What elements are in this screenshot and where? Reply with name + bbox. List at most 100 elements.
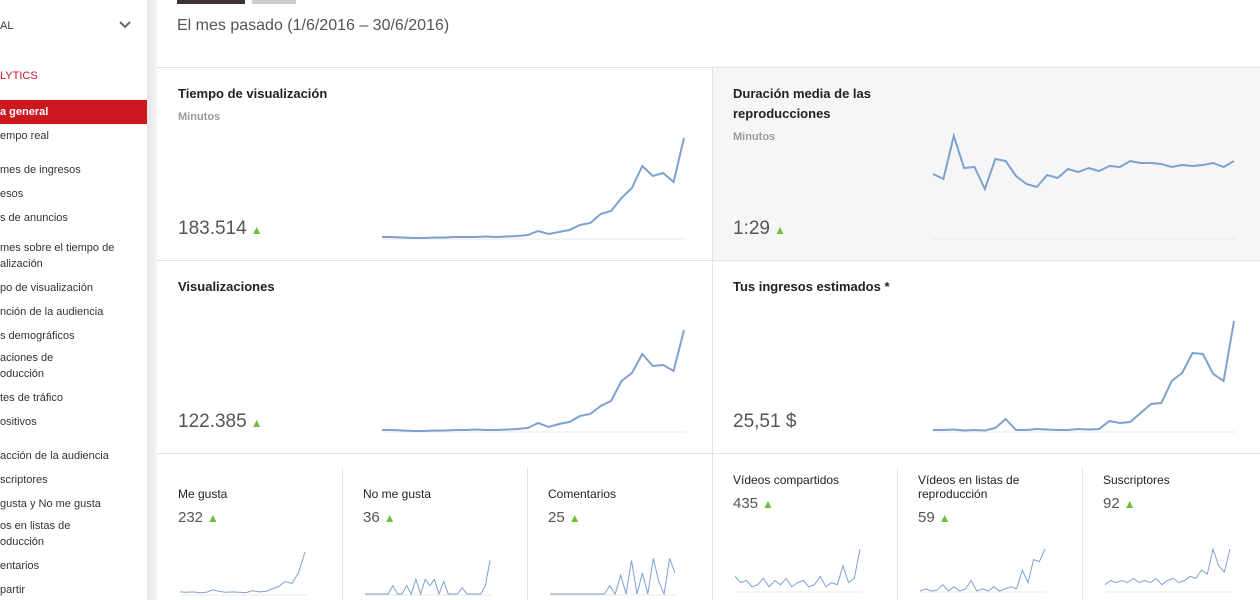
- card-title: Vídeos compartidos: [733, 473, 840, 487]
- chevron[interactable]: [118, 20, 132, 30]
- thumbnail[interactable]: [177, 0, 245, 4]
- nav-item[interactable]: a general: [0, 106, 49, 118]
- card-value: 232 ▲: [178, 509, 219, 526]
- date-range[interactable]: El mes pasado (1/6/2016 – 30/6/2016): [177, 17, 450, 34]
- value-text: 232: [178, 509, 204, 526]
- metric-card[interactable]: [712, 260, 1260, 453]
- trend-line: [382, 137, 685, 239]
- thumbnail[interactable]: [252, 0, 296, 4]
- value-text: 1:29: [733, 218, 770, 239]
- sparkline: [365, 560, 492, 596]
- divider: [342, 468, 343, 600]
- trend-line: [365, 560, 491, 596]
- nav-item[interactable]: esos: [0, 188, 24, 200]
- nav-item[interactable]: oducción: [0, 368, 45, 380]
- value-text: 183.514: [178, 218, 247, 239]
- divider: [897, 468, 898, 600]
- nav-item[interactable]: acción de la audiencia: [0, 450, 109, 462]
- up-arrow: ▲: [1123, 497, 1136, 511]
- nav-item[interactable]: ositivos: [0, 416, 37, 428]
- small-card[interactable]: [897, 453, 1082, 600]
- up-arrow: ▲: [250, 223, 263, 237]
- divider: [1082, 468, 1083, 600]
- card-title: Suscriptores: [1103, 473, 1170, 487]
- card-value: 36 ▲: [363, 509, 396, 526]
- small-card[interactable]: [712, 453, 897, 600]
- nav-item[interactable]: nción de la audiencia: [0, 306, 104, 318]
- divider: [712, 453, 713, 600]
- nav-item[interactable]: entarios: [0, 560, 40, 572]
- channel-label[interactable]: AL: [0, 20, 14, 32]
- metric-card[interactable]: [157, 67, 712, 260]
- card-value: 25 ▲: [548, 509, 581, 526]
- sparkline: [919, 548, 1047, 593]
- trend-line: [734, 548, 861, 588]
- nav-item[interactable]: os en listas de: [0, 520, 71, 532]
- card-value: 435 ▲: [733, 495, 774, 512]
- small-card[interactable]: [1082, 453, 1260, 600]
- trend-line: [382, 329, 685, 432]
- value-text: 25: [548, 509, 565, 526]
- sparkline: [382, 137, 686, 240]
- card-unit: Minutos: [733, 131, 776, 143]
- trend-line: [550, 558, 676, 596]
- card-value: 25,51 $: [733, 411, 796, 433]
- sidebar: AL LYTICS a general empo real mes de ingre…: [0, 0, 147, 600]
- nav-item[interactable]: aciones de: [0, 352, 54, 364]
- nav-item[interactable]: partir: [0, 584, 26, 596]
- card-value: 59 ▲: [918, 509, 951, 526]
- sidebar-edge: [147, 0, 157, 600]
- section-label: LYTICS: [0, 70, 38, 82]
- value-text: 25,51 $: [733, 411, 797, 432]
- card-title: Visualizaciones: [178, 279, 275, 294]
- sparkline: [932, 132, 1236, 240]
- nav-item[interactable]: mes de ingresos: [0, 164, 81, 176]
- trend-line: [933, 320, 1235, 432]
- nav-item[interactable]: empo real: [0, 130, 49, 142]
- sparkline: [933, 320, 1236, 433]
- sparkline: [1104, 547, 1232, 593]
- nav-item[interactable]: tes de tráfico: [0, 392, 63, 404]
- value-text: 435: [733, 495, 759, 512]
- sparkline: [550, 558, 677, 596]
- nav-item[interactable]: s de anuncios: [0, 212, 68, 224]
- trend-line: [919, 548, 1046, 592]
- card-title: Comentarios: [548, 487, 617, 501]
- small-card[interactable]: [527, 453, 712, 600]
- trend-line: [1104, 547, 1231, 586]
- value-text: 122.385: [178, 411, 247, 432]
- card-value: 183.514 ▲: [178, 218, 263, 240]
- nav-item[interactable]: oducción: [0, 536, 45, 548]
- nav-item[interactable]: mes sobre el tiempo de: [0, 242, 115, 254]
- trend-line: [179, 551, 306, 594]
- up-arrow: ▲: [383, 511, 396, 525]
- card-title: Me gusta: [178, 487, 228, 501]
- card-title: Vídeos en listas de reproducción: [918, 473, 1020, 501]
- card-value: 1:29 ▲: [733, 218, 786, 240]
- card-unit: Minutos: [178, 111, 221, 123]
- nav-item[interactable]: s demográficos: [0, 330, 75, 342]
- card-title: Tiempo de visualización: [178, 86, 328, 101]
- nav-item[interactable]: alización: [0, 258, 43, 270]
- divider: [527, 468, 528, 600]
- value-text: 59: [918, 509, 935, 526]
- nav-item[interactable]: po de visualización: [0, 282, 93, 294]
- nav-item[interactable]: scriptores: [0, 474, 48, 486]
- metric-card[interactable]: [712, 67, 1260, 260]
- card-title: Duración media de las reproducciones: [733, 86, 871, 121]
- up-arrow: ▲: [568, 511, 581, 525]
- value-text: 36: [363, 509, 380, 526]
- small-card[interactable]: [342, 453, 527, 600]
- metric-card[interactable]: [157, 260, 712, 453]
- card-value: 122.385 ▲: [178, 411, 263, 433]
- sparkline: [734, 548, 862, 593]
- up-arrow: ▲: [250, 416, 263, 430]
- card-title: Tus ingresos estimados *: [733, 279, 890, 294]
- sparkline: [179, 551, 307, 596]
- sparkline: [382, 329, 686, 433]
- selected-bg: [0, 100, 147, 124]
- nav-item[interactable]: gusta y No me gusta: [0, 498, 101, 510]
- up-arrow: ▲: [762, 497, 774, 511]
- small-card[interactable]: [157, 453, 342, 600]
